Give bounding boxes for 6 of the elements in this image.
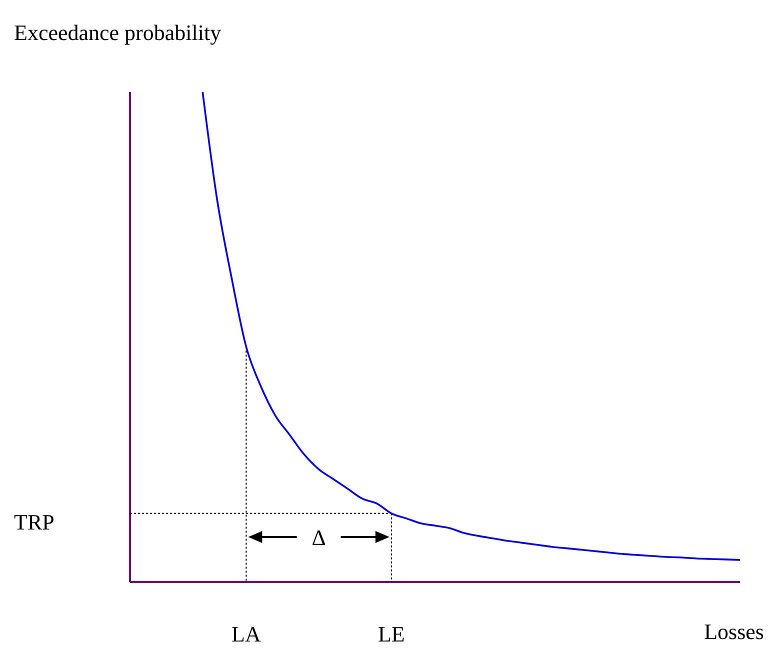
x-tick-label: LE — [378, 622, 405, 647]
x-axis-title: Losses — [704, 619, 764, 644]
y-axis-title: Exceedance probability — [14, 20, 222, 45]
ref-line-label: TRP — [14, 509, 54, 534]
x-tick-label: LA — [232, 622, 261, 647]
annotation: Δ — [312, 525, 326, 550]
